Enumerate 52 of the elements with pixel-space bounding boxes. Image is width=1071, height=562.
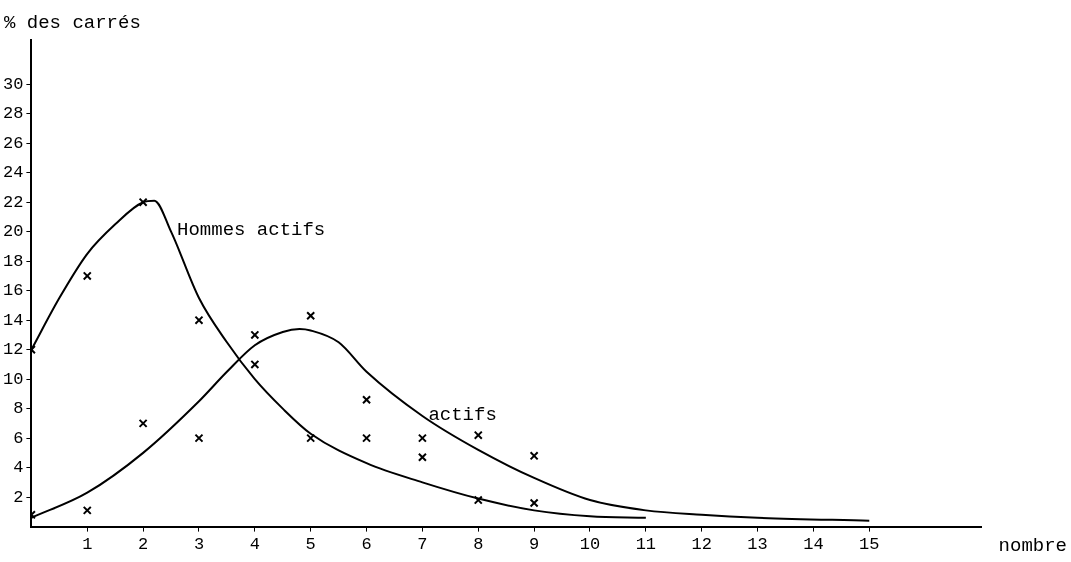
y-tick-label: 18 <box>3 251 24 271</box>
y-tick-label: 12 <box>3 340 24 360</box>
y-tick-label: 16 <box>3 281 24 301</box>
y-tick-label: 8 <box>13 399 24 419</box>
y-tick-label: 14 <box>3 310 24 330</box>
x-tick-label: 15 <box>859 535 880 555</box>
point <box>194 315 204 325</box>
y-tick-label: 20 <box>3 222 24 242</box>
x-tick-label: 6 <box>361 535 372 555</box>
x-tick-label: 3 <box>193 535 205 555</box>
y-tick-label: 2 <box>13 487 24 507</box>
point <box>250 359 260 369</box>
point <box>306 433 316 443</box>
x-tick-label: 10 <box>579 535 601 555</box>
x-tick-label: 5 <box>305 535 316 555</box>
x-tick-label: 11 <box>635 535 657 555</box>
point <box>138 197 148 207</box>
x-tick-label: 8 <box>473 535 484 555</box>
point <box>194 433 204 443</box>
point <box>473 430 483 440</box>
point <box>417 433 427 443</box>
point <box>306 311 316 321</box>
y-tick-label: 28 <box>3 104 24 124</box>
y-tick-label: 6 <box>13 428 24 448</box>
point <box>473 495 483 505</box>
y-tick-label: 26 <box>3 133 24 153</box>
x-tick-label: 12 <box>691 535 712 555</box>
x-tick-label: 14 <box>803 535 824 555</box>
point <box>138 418 148 428</box>
y-tick-label: 24 <box>3 163 24 183</box>
x-tick-label: 9 <box>529 535 540 555</box>
x-axis-title: nombre <box>998 535 1067 558</box>
point <box>417 452 427 462</box>
y-tick-label: 10 <box>3 369 24 389</box>
point <box>529 451 539 461</box>
y-tick-label: 22 <box>3 192 24 212</box>
x-tick-label: 7 <box>417 535 428 555</box>
y-axis-title: % des carrés <box>4 11 141 34</box>
point <box>529 498 539 508</box>
point <box>362 433 372 443</box>
y-tick-label: 30 <box>3 74 24 94</box>
x-tick-label: 2 <box>138 535 149 555</box>
x-tick-label: 1 <box>82 535 93 555</box>
point <box>82 505 92 515</box>
x-tick-label: 4 <box>249 535 260 555</box>
annotation: actifs <box>428 403 497 426</box>
point <box>250 330 260 340</box>
x-tick-label: 13 <box>747 535 768 555</box>
annotation: Hommes actifs <box>177 219 326 242</box>
y-tick-label: 4 <box>13 458 24 478</box>
point <box>362 395 372 405</box>
point <box>82 271 92 281</box>
